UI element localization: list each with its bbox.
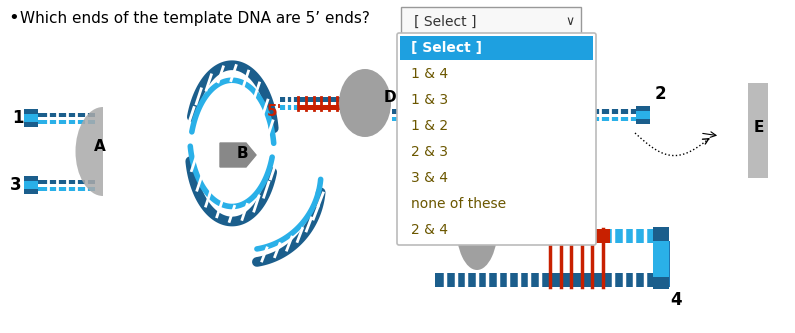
Bar bbox=[38, 120, 95, 124]
Bar bbox=[290, 105, 345, 110]
FancyBboxPatch shape bbox=[401, 7, 581, 36]
Text: 1 & 4: 1 & 4 bbox=[411, 67, 448, 81]
Text: 2: 2 bbox=[655, 85, 667, 103]
Bar bbox=[636, 111, 650, 119]
Bar bbox=[290, 97, 345, 102]
Text: 2 & 3: 2 & 3 bbox=[411, 145, 448, 159]
Bar bbox=[392, 117, 638, 121]
Bar bbox=[38, 186, 95, 190]
Bar bbox=[546, 229, 610, 243]
Bar bbox=[38, 113, 95, 117]
Bar bbox=[103, 102, 138, 201]
Ellipse shape bbox=[456, 180, 498, 270]
Text: ∨: ∨ bbox=[565, 15, 575, 28]
Bar bbox=[392, 109, 638, 114]
Text: [ Select ]: [ Select ] bbox=[414, 15, 476, 29]
Bar bbox=[636, 106, 650, 124]
Bar bbox=[654, 241, 670, 287]
FancyBboxPatch shape bbox=[397, 33, 596, 245]
Ellipse shape bbox=[76, 107, 130, 196]
Text: 3 & 4: 3 & 4 bbox=[411, 171, 448, 185]
Bar bbox=[24, 109, 38, 127]
Text: 1: 1 bbox=[12, 109, 24, 127]
Text: 1 & 3: 1 & 3 bbox=[411, 93, 448, 107]
Bar bbox=[24, 181, 38, 189]
Text: A: A bbox=[94, 139, 106, 154]
Bar bbox=[400, 36, 593, 60]
Bar bbox=[24, 114, 38, 122]
Text: Which ends of the template DNA are 5’ ends?: Which ends of the template DNA are 5’ en… bbox=[20, 11, 370, 26]
Text: [ Select ]: [ Select ] bbox=[411, 41, 482, 55]
Text: 1 & 2: 1 & 2 bbox=[411, 119, 448, 133]
Text: B: B bbox=[236, 146, 248, 161]
Bar bbox=[653, 227, 669, 289]
Bar bbox=[280, 105, 298, 110]
Text: 4: 4 bbox=[670, 291, 681, 309]
Bar bbox=[435, 273, 655, 287]
Polygon shape bbox=[220, 143, 256, 167]
Text: 5': 5' bbox=[266, 104, 281, 119]
Bar bbox=[24, 176, 38, 194]
Text: •: • bbox=[8, 9, 19, 27]
Bar bbox=[435, 229, 655, 243]
Text: D: D bbox=[384, 91, 397, 106]
Bar bbox=[280, 97, 298, 102]
Bar bbox=[38, 179, 95, 183]
Ellipse shape bbox=[339, 69, 391, 137]
Text: C: C bbox=[496, 218, 507, 233]
Bar bbox=[653, 241, 669, 277]
Text: E: E bbox=[754, 121, 764, 136]
Text: 2 & 4: 2 & 4 bbox=[411, 223, 448, 237]
Text: 3: 3 bbox=[10, 176, 21, 194]
Bar bbox=[748, 83, 768, 178]
Text: none of these: none of these bbox=[411, 197, 506, 211]
